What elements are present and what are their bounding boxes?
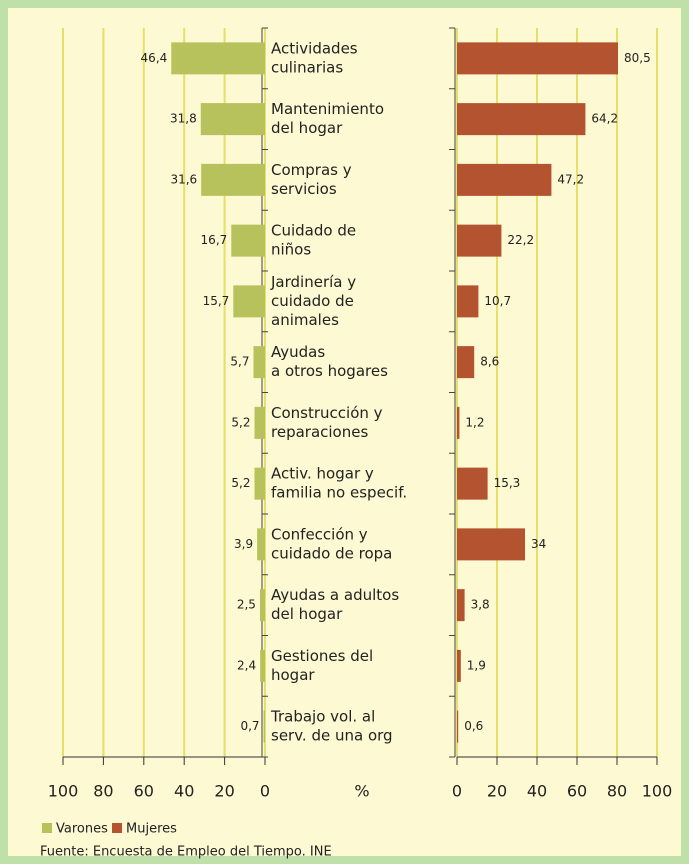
value-label: 16,7 bbox=[201, 233, 228, 247]
value-label: 5,7 bbox=[230, 355, 249, 369]
bar bbox=[457, 467, 488, 500]
bar bbox=[457, 163, 552, 196]
value-label: 5,2 bbox=[231, 476, 250, 490]
value-label: 31,6 bbox=[170, 172, 197, 186]
value-label: 2,4 bbox=[237, 658, 256, 672]
x-tick-label: 0 bbox=[260, 782, 270, 801]
value-label: 15,7 bbox=[203, 294, 230, 308]
category-label: a otros hogares bbox=[271, 362, 388, 380]
value-label: 0,7 bbox=[240, 719, 259, 733]
value-label: 3,8 bbox=[471, 598, 490, 612]
bar bbox=[254, 467, 265, 500]
bar bbox=[457, 224, 502, 257]
legend-swatch bbox=[112, 823, 122, 833]
bar bbox=[457, 528, 525, 561]
category-label: reparaciones bbox=[271, 423, 368, 441]
x-tick-label: 80 bbox=[607, 782, 627, 801]
category-label: Jardinería y bbox=[270, 273, 356, 291]
x-tick-label: 20 bbox=[214, 782, 234, 801]
x-tick-label: 40 bbox=[174, 782, 194, 801]
category-label: serv. de una org bbox=[271, 727, 393, 745]
bar bbox=[171, 42, 265, 75]
category-label: Actividades bbox=[271, 39, 358, 57]
bar bbox=[260, 649, 265, 682]
x-tick-label: 60 bbox=[134, 782, 154, 801]
value-label: 31,8 bbox=[170, 112, 197, 126]
value-label: 22,2 bbox=[507, 233, 534, 247]
bar bbox=[231, 224, 265, 257]
x-tick-label: 100 bbox=[642, 782, 673, 801]
bar bbox=[233, 285, 265, 318]
value-label: 3,9 bbox=[234, 537, 253, 551]
bar bbox=[259, 589, 265, 622]
category-label: Ayudas bbox=[271, 343, 325, 361]
bar bbox=[457, 285, 479, 318]
category-label: Compras y bbox=[271, 161, 352, 179]
x-tick-label: 40 bbox=[527, 782, 547, 801]
x-tick-label: 0 bbox=[452, 782, 462, 801]
x-tick-label: 80 bbox=[93, 782, 113, 801]
source: Fuente: Encuesta de Empleo del Tiempo. I… bbox=[40, 845, 332, 860]
background bbox=[8, 8, 681, 856]
bar bbox=[200, 103, 265, 136]
category-label: cuidado de ropa bbox=[271, 544, 392, 562]
bar bbox=[457, 710, 459, 743]
bar bbox=[457, 42, 618, 75]
x-axis-label: % bbox=[354, 782, 369, 801]
bar bbox=[263, 710, 265, 743]
category-label: niños bbox=[271, 241, 311, 259]
category-label: del hogar bbox=[271, 119, 343, 137]
category-label: Construcción y bbox=[271, 404, 383, 422]
bar bbox=[253, 346, 265, 379]
category-label: cuidado de bbox=[271, 292, 354, 310]
value-label: 8,6 bbox=[480, 355, 499, 369]
value-label: 46,4 bbox=[141, 51, 168, 65]
value-label: 1,9 bbox=[467, 658, 486, 672]
category-label: familia no especif. bbox=[271, 484, 407, 502]
value-label: 1,2 bbox=[465, 415, 484, 429]
legend-label: Mujeres bbox=[126, 822, 177, 837]
category-label: hogar bbox=[271, 666, 315, 684]
value-label: 80,5 bbox=[624, 51, 651, 65]
x-tick-label: 100 bbox=[48, 782, 79, 801]
category-label: Mantenimiento bbox=[271, 100, 384, 118]
value-label: 15,3 bbox=[494, 476, 521, 490]
category-label: culinarias bbox=[271, 58, 343, 76]
bar bbox=[257, 528, 265, 561]
category-label: Activ. hogar y bbox=[271, 465, 374, 483]
category-label: Cuidado de bbox=[271, 222, 356, 240]
value-label: 10,7 bbox=[484, 294, 511, 308]
value-label: 5,2 bbox=[231, 415, 250, 429]
category-label: Confección y bbox=[271, 525, 368, 543]
legend-swatch bbox=[42, 823, 52, 833]
bar bbox=[254, 406, 265, 439]
value-label: 0,6 bbox=[464, 719, 483, 733]
bar bbox=[201, 163, 265, 196]
value-label: 47,2 bbox=[557, 172, 584, 186]
category-label: servicios bbox=[271, 180, 337, 198]
value-label: 34 bbox=[531, 537, 546, 551]
category-label: Gestiones del bbox=[271, 647, 373, 665]
bar bbox=[457, 346, 475, 379]
x-tick-label: 20 bbox=[487, 782, 507, 801]
category-label: del hogar bbox=[271, 605, 343, 623]
category-label: Trabajo vol. al bbox=[270, 708, 375, 726]
value-label: 64,2 bbox=[591, 112, 618, 126]
value-label: 2,5 bbox=[237, 598, 256, 612]
bar bbox=[457, 103, 586, 136]
category-label: animales bbox=[271, 311, 339, 329]
bar bbox=[457, 649, 461, 682]
legend-label: Varones bbox=[56, 822, 108, 837]
category-label: Ayudas a adultos bbox=[271, 586, 399, 604]
bar bbox=[457, 406, 460, 439]
bar bbox=[457, 589, 465, 622]
x-tick-label: 60 bbox=[567, 782, 587, 801]
